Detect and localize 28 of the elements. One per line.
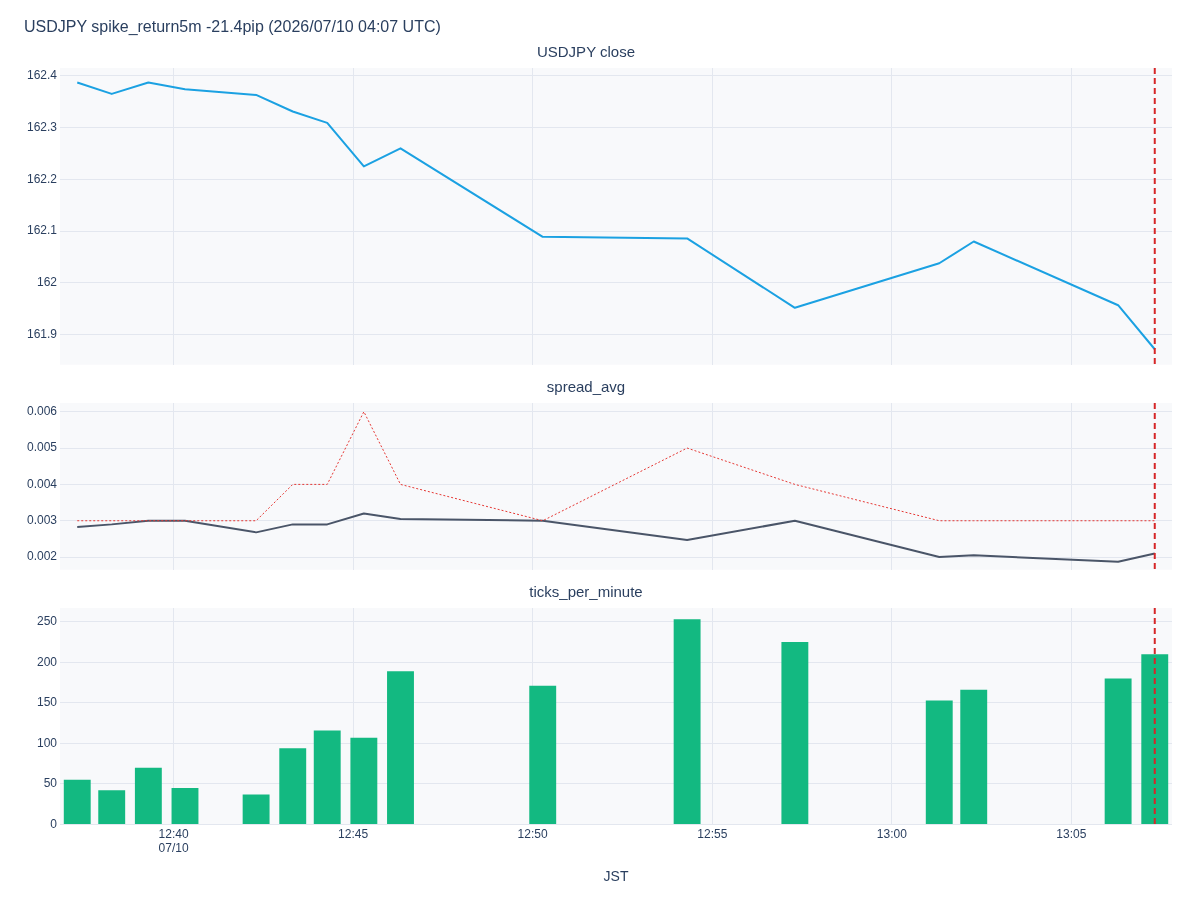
y-tick-label: 0.003	[26, 513, 58, 528]
y-tick-label: 150	[36, 695, 58, 710]
y-tick-label: 50	[43, 776, 58, 791]
x-tick-label: 13:05	[1056, 826, 1087, 841]
y-tick-label: 0.002	[26, 549, 58, 564]
y-tick-label: 100	[36, 735, 58, 750]
y-tick-label: 0	[50, 816, 58, 831]
text: USDJPY spike_return5m -21.4pip (2026/07/10 04:07 UTC)	[23, 17, 442, 37]
y-tick-label: 200	[36, 654, 58, 669]
x-tick-label: 12:40 07/10	[158, 826, 189, 856]
y-tick-label: 162	[36, 275, 58, 290]
x-tick-label: 12:50	[517, 826, 548, 841]
x-tick-label: 12:55	[697, 826, 728, 841]
x-axis-title: JST	[603, 868, 629, 885]
y-tick-label: 162.3	[26, 119, 58, 134]
y-tick-label: 0.004	[26, 476, 58, 491]
y-tick-label: 0.005	[26, 440, 58, 455]
y-tick-label: 161.9	[26, 327, 58, 342]
x-tick-label: 13:00	[876, 826, 908, 841]
y-tick-label: 162.2	[26, 171, 58, 186]
y-tick-label: 250	[36, 614, 58, 629]
chart-title: spread_avg	[546, 378, 626, 396]
y-tick-label: 162.4	[26, 68, 58, 83]
chart-title: USDJPY close	[536, 43, 636, 61]
y-tick-label: 162.1	[26, 223, 58, 238]
x-tick-label: 12:45	[338, 826, 369, 841]
chart-title: ticks_per_minute	[529, 583, 643, 601]
y-tick-label: 0.006	[26, 404, 58, 419]
